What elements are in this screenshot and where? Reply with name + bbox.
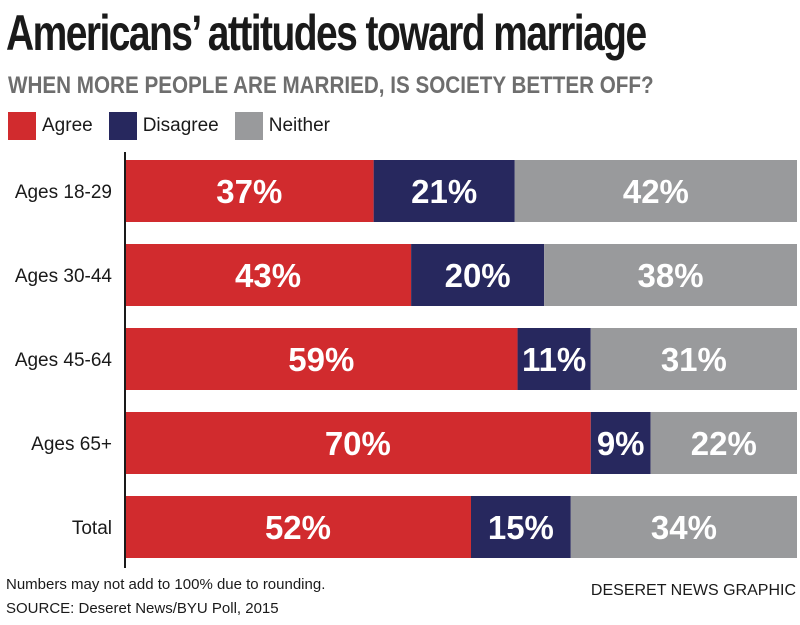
source-note: SOURCE: Deseret News/BYU Poll, 2015 xyxy=(6,600,279,617)
bar-disagree-ages-18-29 xyxy=(373,160,515,222)
legend-label-disagree: Disagree xyxy=(142,115,219,136)
bar-neither-ages-65 xyxy=(650,412,797,474)
bar-disagree-ages-30-44 xyxy=(411,244,545,306)
bar-disagree-ages-45-64 xyxy=(517,328,591,390)
data-label-disagree-total: 15% xyxy=(488,509,554,546)
category-label-ages-30-44: Ages 30-44 xyxy=(15,266,113,287)
bar-neither-total xyxy=(570,496,797,558)
bar-agree-total xyxy=(125,496,471,558)
bar-neither-ages-18-29 xyxy=(514,160,797,222)
data-label-disagree-ages-45-64: 11% xyxy=(522,341,586,378)
bar-agree-ages-18-29 xyxy=(125,160,374,222)
bar-disagree-ages-65 xyxy=(590,412,651,474)
legend-item-agree: Agree xyxy=(8,112,93,140)
legend-swatch-disagree xyxy=(108,112,137,140)
legend: Agree Disagree Neither xyxy=(8,112,346,140)
data-label-neither-ages-30-44: 38% xyxy=(638,257,704,294)
legend-item-disagree: Disagree xyxy=(108,112,219,140)
data-label-agree-ages-65: 70% xyxy=(325,425,391,462)
data-label-neither-total: 34% xyxy=(651,509,717,546)
data-label-agree-ages-30-44: 43% xyxy=(235,257,301,294)
data-label-agree-ages-18-29: 37% xyxy=(216,173,282,210)
rounding-note: Numbers may not add to 100% due to round… xyxy=(6,576,326,593)
data-label-neither-ages-65: 22% xyxy=(691,425,757,462)
graphic-credit: DESERET NEWS GRAPHIC xyxy=(590,582,796,599)
stacked-bar-chart: Ages 18-29 37% 21% 42% Ages 30-44 43% 20% 38% Ag… xyxy=(15,152,797,568)
data-label-agree-ages-45-64: 59% xyxy=(288,341,354,378)
chart-subtitle: WHEN MORE PEOPLE ARE MARRIED, IS SOCIETY… xyxy=(8,72,654,99)
legend-label-agree: Agree xyxy=(42,115,93,136)
bar-agree-ages-65 xyxy=(125,412,591,474)
data-label-disagree-ages-18-29: 21% xyxy=(411,173,477,210)
data-label-neither-ages-18-29: 42% xyxy=(623,173,689,210)
data-label-neither-ages-45-64: 31% xyxy=(661,341,727,378)
legend-swatch-neither xyxy=(234,112,263,140)
bar-neither-ages-30-44 xyxy=(544,244,797,306)
data-label-agree-total: 52% xyxy=(265,509,331,546)
category-label-ages-65: Ages 65+ xyxy=(31,434,112,455)
bar-agree-ages-30-44 xyxy=(125,244,412,306)
legend-swatch-agree xyxy=(8,112,36,140)
legend-label-neither: Neither xyxy=(268,115,330,136)
category-label-total: Total xyxy=(72,518,112,539)
data-label-disagree-ages-30-44: 20% xyxy=(445,257,511,294)
chart-title: Americans’ attitudes toward marriage xyxy=(6,5,647,61)
legend-item-neither: Neither xyxy=(234,112,330,140)
bar-disagree-total xyxy=(470,496,571,558)
bar-neither-ages-45-64 xyxy=(590,328,797,390)
category-label-ages-18-29: Ages 18-29 xyxy=(15,182,112,203)
data-label-disagree-ages-65: 9% xyxy=(597,425,645,462)
bar-agree-ages-45-64 xyxy=(125,328,518,390)
category-label-ages-45-64: Ages 45-64 xyxy=(15,350,113,371)
